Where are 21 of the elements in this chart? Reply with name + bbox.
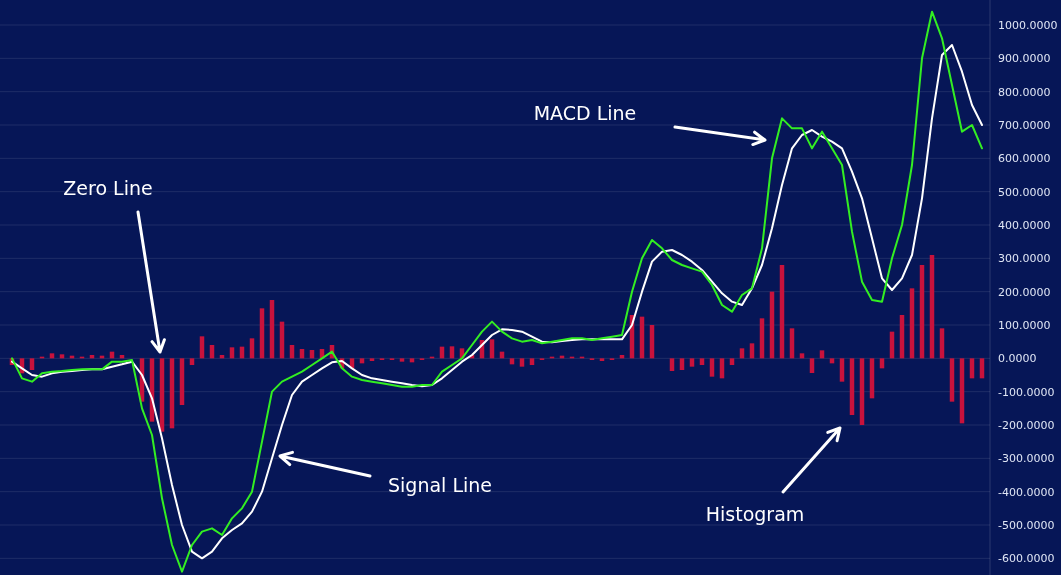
- y-tick-label: -600.0000: [998, 552, 1055, 566]
- y-tick-label: 500.0000: [998, 185, 1051, 199]
- y-tick-label: 300.0000: [998, 252, 1051, 266]
- y-tick-label: 600.0000: [998, 152, 1051, 166]
- annotation: Signal Line: [388, 473, 492, 496]
- y-tick-label: -500.0000: [998, 518, 1055, 532]
- annotation: Zero Line: [63, 176, 153, 199]
- y-tick-label: -100.0000: [998, 385, 1055, 399]
- y-tick-label: 900.0000: [998, 52, 1051, 66]
- annotation: MACD Line: [533, 101, 637, 124]
- y-tick-label: 100.0000: [998, 318, 1051, 332]
- y-tick-label: 400.0000: [998, 218, 1051, 232]
- y-tick-label: 800.0000: [998, 85, 1051, 99]
- annotation: Histogram: [705, 502, 805, 525]
- y-tick-label: -400.0000: [998, 485, 1055, 499]
- y-tick-label: 0.0000: [998, 352, 1037, 366]
- y-tick-label: 1000.0000: [998, 18, 1058, 32]
- y-tick-label: -200.0000: [998, 418, 1055, 432]
- y-tick-label: -300.0000: [998, 452, 1055, 466]
- y-tick-label: 700.0000: [998, 118, 1051, 132]
- y-tick-label: 200.0000: [998, 285, 1051, 299]
